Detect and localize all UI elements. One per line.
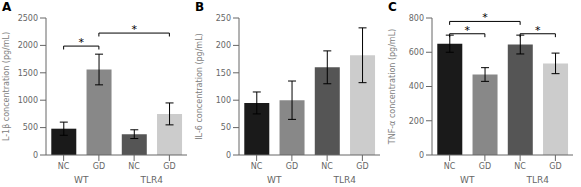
svg-text:TNF-α concentration (pg/mL): TNF-α concentration (pg/mL) [388, 29, 397, 145]
svg-text:TLR4: TLR4 [140, 175, 164, 185]
svg-text:GD: GD [549, 162, 561, 171]
svg-text:*: * [79, 36, 85, 49]
svg-text:NC: NC [58, 162, 70, 171]
svg-text:GD: GD [163, 162, 175, 171]
svg-text:0: 0 [226, 151, 231, 160]
svg-text:WT: WT [460, 175, 475, 185]
svg-text:NC: NC [251, 162, 263, 171]
svg-text:500: 500 [23, 123, 38, 132]
svg-text:TLR4: TLR4 [526, 175, 550, 185]
html-text:C: C [388, 0, 397, 14]
svg-text:GD: GD [479, 162, 491, 171]
svg-text:400: 400 [409, 82, 424, 91]
svg-text:NC: NC [128, 162, 140, 171]
svg-text:600: 600 [409, 48, 424, 57]
svg-text:100: 100 [216, 96, 231, 105]
svg-text:*: * [535, 24, 541, 37]
svg-text:NC: NC [514, 162, 526, 171]
svg-text:50: 50 [221, 123, 231, 132]
svg-text:NC: NC [444, 162, 456, 171]
svg-text:GD: GD [286, 162, 298, 171]
svg-text:0: 0 [419, 151, 424, 160]
svg-text:1000: 1000 [18, 96, 38, 105]
svg-text:0: 0 [33, 151, 38, 160]
svg-text:WT: WT [74, 175, 89, 185]
svg-text:*: * [465, 24, 471, 37]
svg-text:IL-6 concentration (pg/mL): IL-6 concentration (pg/mL) [195, 33, 204, 140]
svg-text:150: 150 [216, 69, 231, 78]
svg-text:*: * [131, 23, 137, 36]
svg-text:2500: 2500 [18, 14, 38, 23]
html-text:A: A [2, 0, 12, 14]
svg-text:1500: 1500 [18, 69, 38, 78]
html-text:B: B [195, 0, 205, 14]
svg-text:200: 200 [216, 41, 231, 50]
svg-text:GD: GD [93, 162, 105, 171]
svg-text:GD: GD [356, 162, 368, 171]
svg-text:800: 800 [409, 14, 424, 23]
svg-text:250: 250 [216, 14, 231, 23]
svg-text:WT: WT [267, 175, 282, 185]
svg-text:2000: 2000 [18, 41, 38, 50]
svg-text:NC: NC [321, 162, 333, 171]
svg-text:TLR4: TLR4 [333, 175, 357, 185]
svg-text:200: 200 [409, 117, 424, 126]
svg-text:L-1β concentration (pg/mL): L-1β concentration (pg/mL) [8, 32, 11, 141]
svg-text:*: * [482, 11, 488, 24]
